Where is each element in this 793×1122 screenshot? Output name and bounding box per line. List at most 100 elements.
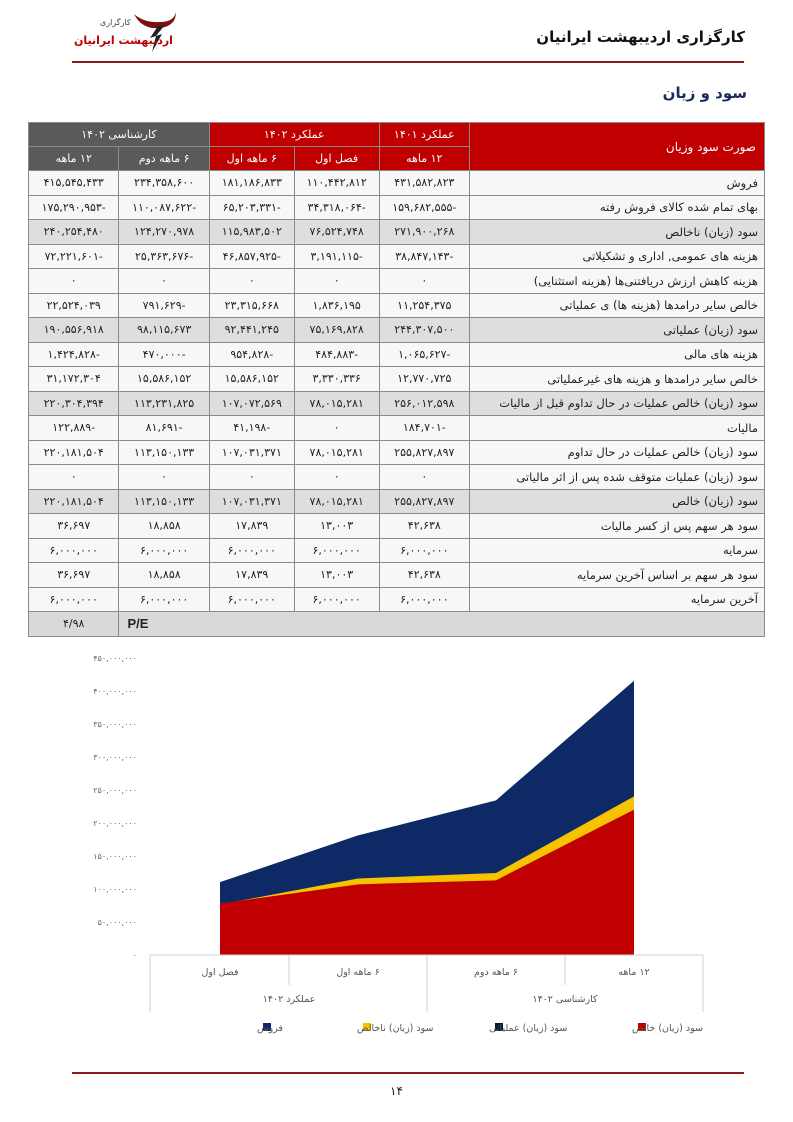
pe-label: P/E bbox=[118, 611, 765, 637]
row-value: ۲۵,۳۶۳,۶۷۶- bbox=[118, 243, 210, 269]
x-tick-label: ۶ ماهه دوم bbox=[474, 967, 518, 978]
area-series-0 bbox=[220, 680, 634, 955]
row-value: ۴۶,۸۵۷,۹۲۵- bbox=[208, 243, 295, 269]
row-label: سود (زیان) ناخالص bbox=[469, 219, 765, 245]
row-label: سود (زیان) عملیات متوقف شده پس از اثر ما… bbox=[469, 464, 765, 490]
row-value: ۰ bbox=[208, 464, 295, 490]
row-value: ۲۴۴,۳۰۷,۵۰۰ bbox=[378, 317, 471, 343]
row-value: ۱۲۴,۲۷۰,۹۷۸ bbox=[118, 219, 210, 245]
row-value: ۱۱۳,۲۳۱,۸۲۵ bbox=[118, 390, 210, 416]
row-value: ۰ bbox=[293, 464, 380, 490]
row-value: ۱۲,۷۷۰,۷۲۵ bbox=[378, 366, 471, 392]
row-value: ۷۸,۰۱۵,۲۸۱ bbox=[293, 439, 380, 465]
y-tick-label: ۱۰۰,۰۰۰,۰۰۰ bbox=[93, 885, 137, 894]
row-value: ۶,۰۰۰,۰۰۰ bbox=[118, 537, 210, 563]
row-value: ۱,۰۶۵,۶۲۷- bbox=[378, 341, 471, 367]
row-value: ۲۲,۵۲۴,۰۳۹ bbox=[27, 292, 120, 318]
y-tick-label: ۴۵۰,۰۰۰,۰۰۰ bbox=[93, 654, 137, 663]
y-tick-label: ۱۵۰,۰۰۰,۰۰۰ bbox=[93, 852, 137, 861]
row-label: سرمایه bbox=[469, 537, 765, 563]
row-value: ۱۲۲,۸۸۹- bbox=[27, 415, 120, 441]
y-tick-label: ۰ bbox=[133, 951, 137, 960]
row-label: سود (زیان) خالص bbox=[469, 488, 765, 514]
row-label: سود هر سهم بر اساس آخرین سرمایه bbox=[469, 562, 765, 588]
row-value: ۶,۰۰۰,۰۰۰ bbox=[293, 586, 380, 612]
row-label: خالص سایر درامدها (هزینه ها) ی عملیاتی bbox=[469, 292, 765, 318]
row-value: ۴۲,۶۳۸ bbox=[378, 562, 471, 588]
row-value: ۶۵,۲۰۳,۳۳۱- bbox=[208, 194, 295, 220]
row-label: هزینه های عمومی, اداری و تشکیلاتی bbox=[469, 243, 765, 269]
row-value: ۳۱,۱۷۲,۳۰۴ bbox=[27, 366, 120, 392]
row-label: سود هر سهم پس از کسر مالیات bbox=[469, 513, 765, 539]
row-value: ۶,۰۰۰,۰۰۰ bbox=[208, 537, 295, 563]
row-value: ۷۶,۵۲۴,۷۴۸ bbox=[293, 219, 380, 245]
row-value: ۳۶,۶۹۷ bbox=[27, 513, 120, 539]
table-row: خالص سایر درامدها (هزینه ها) ی عملیاتی ۱۱… bbox=[27, 292, 765, 318]
table-row: سود هر سهم بر اساس آخرین سرمایه ۴۲,۶۳۸ ۱۳,… bbox=[27, 562, 765, 588]
row-value: ۱۹۰,۵۵۶,۹۱۸ bbox=[27, 317, 120, 343]
row-value: ۷۵,۱۶۹,۸۲۸ bbox=[293, 317, 380, 343]
row-value: ۳۸,۸۴۷,۱۴۳- bbox=[378, 243, 471, 269]
row-value: ۷۸,۰۱۵,۲۸۱ bbox=[293, 390, 380, 416]
table-corner-header: صورت سود وزیان bbox=[469, 122, 765, 171]
row-value: ۲۴۰,۲۵۴,۴۸۰ bbox=[27, 219, 120, 245]
row-value: ۱۱۰,۰۸۷,۶۲۲- bbox=[118, 194, 210, 220]
row-value: ۸۱,۶۹۱- bbox=[118, 415, 210, 441]
row-value: ۱۱۳,۱۵۰,۱۳۳ bbox=[118, 439, 210, 465]
row-value: ۶,۰۰۰,۰۰۰ bbox=[378, 586, 471, 612]
y-tick-label: ۳۵۰,۰۰۰,۰۰۰ bbox=[93, 720, 137, 729]
row-value: ۴۸۴,۸۸۳- bbox=[293, 341, 380, 367]
row-value: ۱۷,۸۳۹ bbox=[208, 562, 295, 588]
y-tick-label: ۵۰,۰۰۰,۰۰۰ bbox=[98, 918, 137, 927]
legend-label: سود (زیان) عملیاتی bbox=[489, 1023, 567, 1034]
y-tick-label: ۴۰۰,۰۰۰,۰۰۰ bbox=[93, 687, 137, 696]
x-group-label: کارشناسی ۱۴۰۲ bbox=[532, 994, 598, 1005]
row-value: ۰ bbox=[27, 268, 120, 294]
row-value: ۲۳۴,۳۵۸,۶۰۰ bbox=[118, 170, 210, 196]
row-value: ۳۴,۳۱۸,۰۶۴- bbox=[293, 194, 380, 220]
row-value: ۱۷۵,۲۹۰,۹۵۳- bbox=[27, 194, 120, 220]
logo-bull-icon bbox=[134, 12, 176, 52]
row-value: ۱,۴۲۴,۸۲۸- bbox=[27, 341, 120, 367]
row-value: ۲۵۶,۰۱۲,۵۹۸ bbox=[378, 390, 471, 416]
table-row: سود هر سهم پس از کسر مالیات ۴۲,۶۳۸ ۱۳,۰۰۳ ۱… bbox=[27, 513, 765, 539]
column-header: ۱۲ ماهه bbox=[27, 146, 120, 171]
row-value: ۲۳,۳۱۵,۶۶۸ bbox=[208, 292, 295, 318]
row-value: ۲۲۰,۱۸۱,۵۰۴ bbox=[27, 439, 120, 465]
row-value: ۱۸۱,۱۸۶,۸۳۳ bbox=[208, 170, 295, 196]
table-row: هزینه کاهش ارزش دریافتنی‌ها (هزینه استثن… bbox=[27, 268, 765, 294]
row-value: ۹۲,۴۴۱,۲۴۵ bbox=[208, 317, 295, 343]
legend-label: سود (زیان) ناخالص bbox=[357, 1023, 434, 1034]
row-value: ۰ bbox=[208, 268, 295, 294]
row-value: ۱۱۰,۴۴۲,۸۱۲ bbox=[293, 170, 380, 196]
row-value: ۱۵,۵۸۶,۱۵۲ bbox=[208, 366, 295, 392]
legend-label: فروش bbox=[257, 1023, 283, 1034]
row-value: ۰ bbox=[378, 464, 471, 490]
pe-row: P/E ۴/۹۸ bbox=[27, 611, 765, 637]
row-value: ۰ bbox=[27, 464, 120, 490]
row-value: ۱,۸۳۶,۱۹۵ bbox=[293, 292, 380, 318]
x-tick-label: ۱۲ ماهه bbox=[618, 967, 649, 978]
row-value: ۴۲,۶۳۸ bbox=[378, 513, 471, 539]
table-row: سود (زیان) خالص عملیات در حال تداوم قبل … bbox=[27, 390, 765, 416]
row-value: ۲۲۰,۳۰۴,۳۹۴ bbox=[27, 390, 120, 416]
row-value: ۴۱۵,۵۴۵,۴۳۳ bbox=[27, 170, 120, 196]
table-row: خالص سایر درامدها و هزینه های غیرعملیاتی… bbox=[27, 366, 765, 392]
row-value: ۱۷,۸۳۹ bbox=[208, 513, 295, 539]
row-value: ۷۲,۲۲۱,۶۰۱- bbox=[27, 243, 120, 269]
row-value: ۱۸,۸۵۸ bbox=[118, 513, 210, 539]
row-value: ۲۷۱,۹۰۰,۲۶۸ bbox=[378, 219, 471, 245]
row-value: ۱۱,۲۵۴,۳۷۵ bbox=[378, 292, 471, 318]
page-number: ۱۴ bbox=[390, 1084, 403, 1098]
row-value: ۱۱۳,۱۵۰,۱۳۳ bbox=[118, 488, 210, 514]
row-value: ۲۵۵,۸۲۷,۸۹۷ bbox=[378, 439, 471, 465]
row-value: ۱۰۷,۰۷۲,۵۶۹ bbox=[208, 390, 295, 416]
x-tick-label: فصل اول bbox=[201, 967, 238, 978]
pe-value: ۴/۹۸ bbox=[27, 611, 120, 637]
row-value: ۲۲۰,۱۸۱,۵۰۴ bbox=[27, 488, 120, 514]
row-label: خالص سایر درامدها و هزینه های غیرعملیاتی bbox=[469, 366, 765, 392]
table-row: سرمایه ۶,۰۰۰,۰۰۰ ۶,۰۰۰,۰۰۰ ۶,۰۰۰,۰۰۰ ۶,۰۰۰,۰… bbox=[27, 537, 765, 563]
row-label: سود (زیان) خالص عملیات در حال تداوم قبل … bbox=[469, 390, 765, 416]
table-row: بهای تمام شده کالای فروش رفته ۱۵۹,۶۸۲,۵۵۵… bbox=[27, 194, 765, 220]
area-series-3 bbox=[220, 809, 634, 955]
